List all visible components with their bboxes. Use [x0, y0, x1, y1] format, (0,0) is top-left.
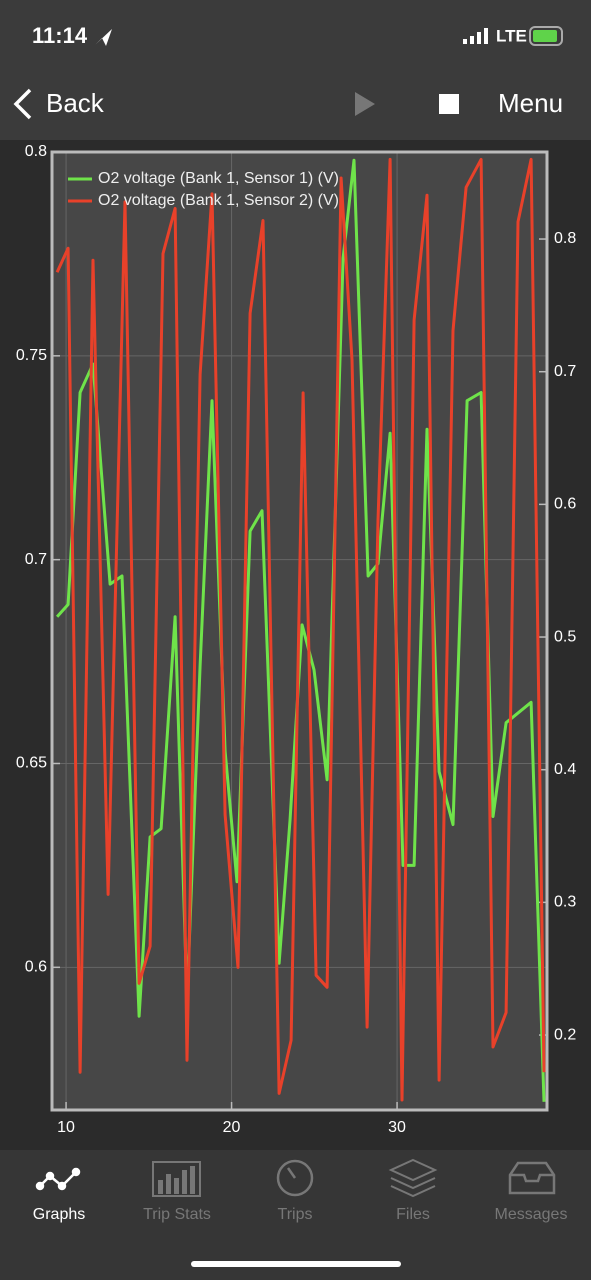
y2-tick-label: 0.6	[554, 496, 576, 513]
tab-label[interactable]: Trips	[278, 1206, 313, 1223]
battery-icon	[529, 26, 563, 46]
x-tick-label: 10	[57, 1119, 75, 1136]
y2-tick-label: 0.3	[554, 894, 576, 911]
x-tick-label: 30	[388, 1119, 406, 1136]
plot-border	[50, 150, 549, 1112]
y2-tick-label: 0.5	[554, 628, 576, 645]
series-line	[55, 157, 546, 1102]
signal-icon	[463, 28, 488, 44]
trip-stats-icon[interactable]	[152, 1161, 201, 1197]
menu-button[interactable]: Menu	[498, 88, 563, 118]
y2-tick-label: 0.4	[554, 761, 576, 778]
tab-bar-bg	[0, 1150, 591, 1280]
back-button[interactable]: Back	[46, 88, 105, 118]
play-button[interactable]	[355, 92, 375, 116]
y2-tick-label: 0.2	[554, 1026, 576, 1043]
y-tick-label: 0.8	[25, 143, 47, 160]
home-indicator	[191, 1261, 401, 1267]
x-tick-label: 20	[223, 1119, 241, 1136]
y-tick-label: 0.65	[16, 755, 47, 772]
tab-label[interactable]: Files	[396, 1206, 430, 1223]
legend-label: O2 voltage (Bank 1, Sensor 1) (V)	[98, 170, 339, 187]
graphs-icon[interactable]	[35, 1167, 81, 1191]
stop-button[interactable]	[439, 94, 459, 114]
back-chevron[interactable]	[13, 88, 32, 120]
files-icon[interactable]	[388, 1158, 438, 1198]
tab-label[interactable]: Trip Stats	[143, 1206, 211, 1223]
y2-tick-label: 0.7	[554, 363, 576, 380]
y2-tick-label: 0.8	[554, 230, 576, 247]
clock: 11:14	[32, 23, 88, 48]
trips-icon[interactable]	[276, 1159, 314, 1197]
location-icon	[95, 29, 112, 46]
plot: 0.6 0.65 0.7 0.75 0.8 0.2 0.3 0.4 0.5 0.6 0.7 0.8 10…	[16, 143, 576, 1136]
series-line	[55, 158, 546, 1102]
y-tick-label: 0.7	[25, 551, 47, 568]
messages-icon[interactable]	[508, 1161, 556, 1195]
tab-label[interactable]: Messages	[495, 1206, 568, 1223]
y-tick-label: 0.75	[16, 347, 47, 364]
header-bg	[0, 0, 591, 140]
tab-label[interactable]: Graphs	[33, 1206, 85, 1223]
battery-level	[533, 30, 557, 42]
legend-label: O2 voltage (Bank 1, Sensor 2) (V)	[98, 192, 339, 209]
network-label: LTE	[496, 26, 527, 45]
y-tick-label: 0.6	[25, 959, 47, 976]
tabs: Graphs Trip Stats Trips Files Messages	[33, 1206, 568, 1223]
